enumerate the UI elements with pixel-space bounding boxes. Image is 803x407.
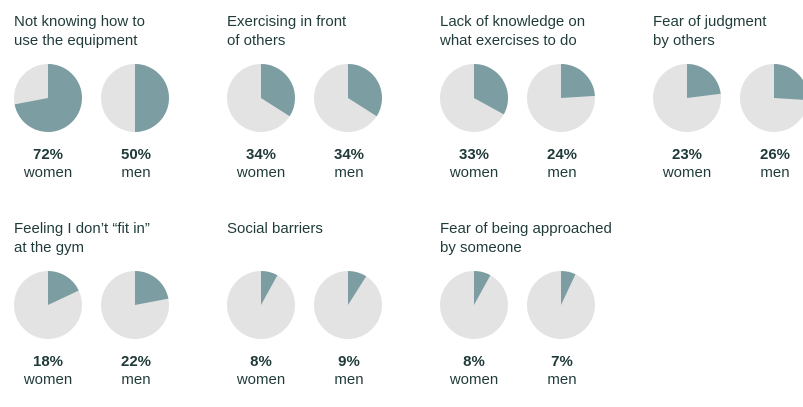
pie-panel: Feeling I don’t “fit in” at the gym 18% wo…: [0, 207, 213, 407]
pie-women: [653, 64, 721, 132]
panel-title: Not knowing how to use the equipment: [14, 13, 145, 49]
pie-slice: [261, 64, 296, 117]
group-label-women: women: [236, 371, 286, 388]
panel-title: Exercising in front of others: [227, 13, 347, 49]
pie-slice: [474, 271, 491, 305]
group-label-men: men: [547, 371, 577, 388]
group-label-men: men: [547, 164, 577, 181]
pie-women: [14, 64, 82, 132]
group-label-men: men: [334, 164, 364, 181]
panel-title: Lack of knowledge on what exercises to d…: [440, 13, 586, 49]
pie-men: [527, 64, 595, 132]
pie-panel: Fear of being approached by someone 8% wom…: [426, 207, 639, 407]
pie-panel: Not knowing how to use the equipment 72% w…: [0, 0, 213, 200]
pie-slice: [561, 64, 595, 98]
pie-panel: Fear of judgment by others 23% women 26% men: [639, 0, 803, 200]
pie-panel: Exercising in front of others 34% women 34%…: [213, 0, 426, 200]
panel-title: Fear of being approached by someone: [440, 220, 612, 256]
value-label-men: 26%: [759, 146, 791, 163]
panel-title: Social barriers: [227, 220, 323, 237]
group-label-women: women: [662, 164, 712, 181]
group-label-men: men: [121, 164, 151, 181]
pie-men: [101, 64, 169, 132]
group-label-men: men: [121, 371, 151, 388]
pie-slice: [774, 64, 803, 100]
value-label-women: 8%: [250, 353, 272, 370]
pie-men: [740, 64, 803, 132]
pie-women: [14, 271, 82, 339]
pie-men: [101, 271, 169, 339]
value-label-women: 34%: [245, 146, 277, 163]
panel-title: Feeling I don’t “fit in” at the gym: [14, 220, 150, 256]
group-label-women: women: [23, 164, 73, 181]
group-label-men: men: [760, 164, 790, 181]
pie-men: [314, 271, 382, 339]
value-label-women: 8%: [463, 353, 485, 370]
pie-slice: [48, 271, 79, 305]
value-label-women: 23%: [671, 146, 703, 163]
value-label-women: 33%: [458, 146, 490, 163]
group-label-men: men: [334, 371, 364, 388]
value-label-men: 22%: [120, 353, 152, 370]
pie-women: [440, 64, 508, 132]
group-label-women: women: [23, 371, 73, 388]
group-label-women: women: [236, 164, 286, 181]
pie-panel: Lack of knowledge on what exercises to d…: [426, 0, 639, 200]
pie-women: [227, 271, 295, 339]
value-label-men: 34%: [333, 146, 365, 163]
pie-slice: [135, 271, 169, 305]
group-label-women: women: [449, 164, 499, 181]
value-label-women: 72%: [32, 146, 64, 163]
panel-title: Fear of judgment by others: [653, 13, 767, 49]
pie-slice: [261, 271, 278, 305]
pie-men: [527, 271, 595, 339]
value-label-men: 50%: [120, 146, 152, 163]
value-label-men: 7%: [551, 353, 573, 370]
pie-women: [227, 64, 296, 132]
group-label-women: women: [449, 371, 499, 388]
pie-slice: [135, 64, 169, 132]
pie-women: [440, 271, 508, 339]
pie-slice: [348, 271, 367, 305]
value-label-women: 18%: [32, 353, 64, 370]
pie-slice: [687, 64, 721, 98]
pie-panel: Social barriers 8% women 9% men: [213, 207, 426, 407]
pie-slice: [474, 64, 508, 115]
value-label-men: 9%: [338, 353, 360, 370]
pie-slice: [14, 64, 82, 132]
pie-men: [314, 64, 383, 132]
value-label-men: 24%: [546, 146, 578, 163]
pie-slice: [561, 271, 576, 305]
pie-slice: [348, 64, 383, 117]
